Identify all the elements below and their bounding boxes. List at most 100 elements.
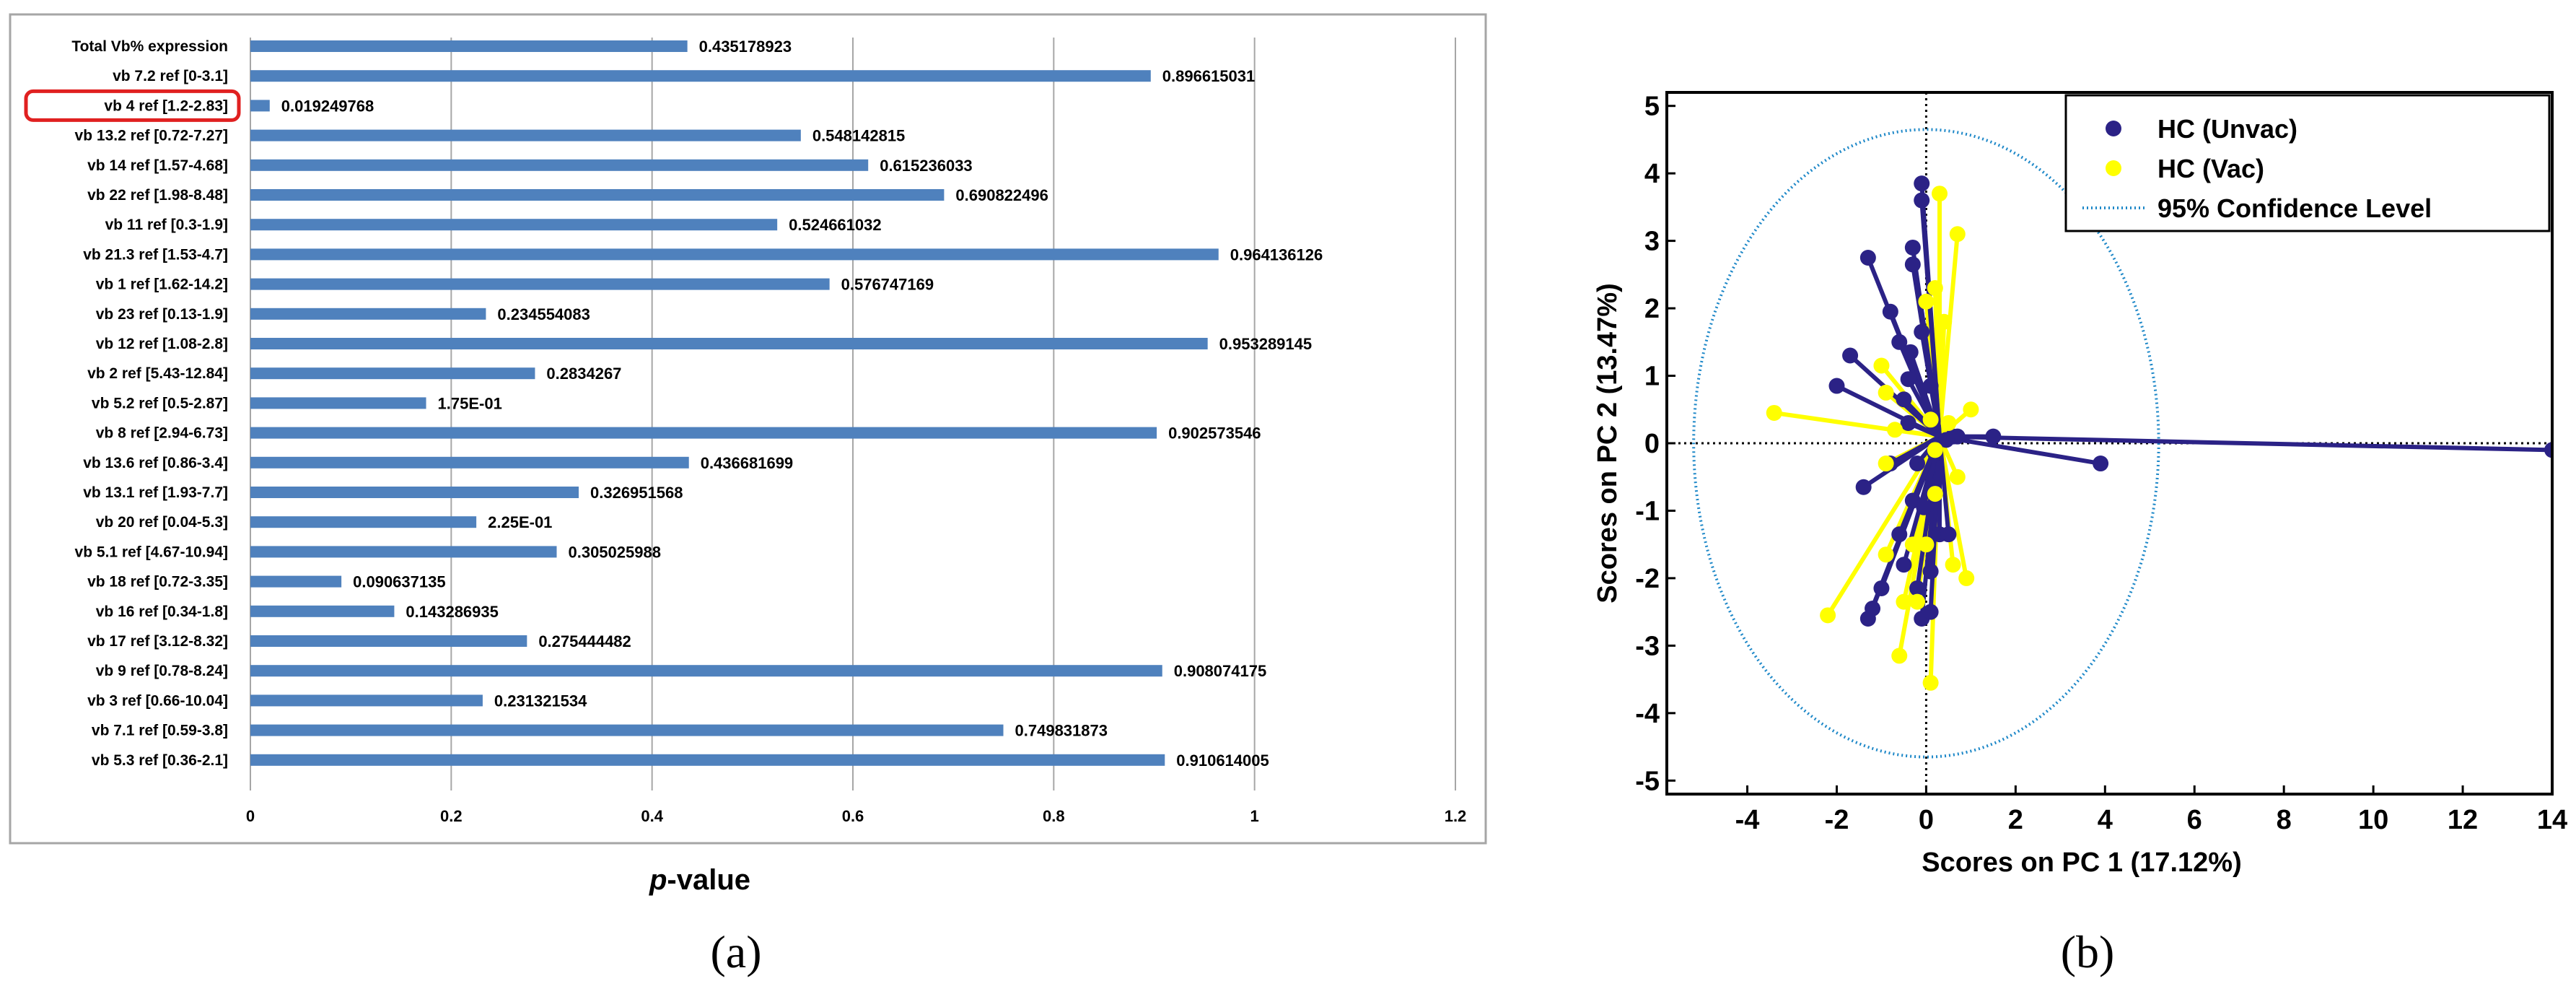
- category-label: vb 13.2 ref [0.72-7.27]: [75, 128, 228, 144]
- panel-a-bar-chart: Total Vb% expression vb 7.2 ref [0-3.1] vb…: [9, 13, 1487, 977]
- data-point: [1922, 604, 1939, 620]
- category-label: vb 21.3 ref [1.53-4.7]: [83, 246, 228, 263]
- category-label: vb 5.2 ref [0.5-2.87]: [92, 395, 228, 411]
- x-tick-label: 4: [2098, 805, 2113, 835]
- connector-line: [1889, 435, 1941, 466]
- value-label: 0.090637135: [353, 573, 445, 591]
- bar: [250, 605, 395, 617]
- legend-marker: [2106, 121, 2121, 136]
- x-tick-label: 0.8: [1043, 807, 1065, 825]
- data-point: [2093, 456, 2109, 472]
- data-point: [1922, 378, 1939, 394]
- value-label: 0.749831873: [1015, 722, 1108, 740]
- data-point: [1900, 371, 1916, 388]
- value-label: 0.690822496: [955, 186, 1048, 204]
- bar: [250, 456, 689, 469]
- data-point: [1916, 499, 1932, 515]
- legend-marker: [2106, 160, 2121, 176]
- value-label: 0.019249768: [281, 97, 374, 115]
- x-tick-label: 1: [1250, 807, 1259, 825]
- value-label: 2.25E-01: [488, 513, 552, 531]
- connector-line: [1906, 378, 1942, 438]
- bar: [250, 724, 1004, 736]
- bar: [250, 694, 483, 707]
- value-label: 0.576747169: [841, 276, 934, 294]
- panel-a-x-axis-label: p-value: [649, 864, 750, 896]
- bar: [250, 40, 688, 52]
- data-point: [1859, 611, 1876, 627]
- data-point: [1882, 303, 1898, 320]
- bar: [250, 159, 869, 171]
- y-tick-label: -2: [1635, 564, 1660, 594]
- data-point: [1900, 414, 1916, 431]
- x-tick-label: 8: [2277, 805, 2292, 835]
- category-label: vb 1 ref [1.62-14.2]: [96, 276, 228, 293]
- data-point: [1896, 593, 1912, 610]
- data-point: [1855, 479, 1872, 495]
- legend-label: HC (Unvac): [2157, 114, 2297, 144]
- x-tick-label: 0.2: [440, 807, 463, 825]
- data-point: [1958, 570, 1975, 586]
- value-label: 0.275444482: [538, 632, 631, 650]
- bar: [250, 129, 801, 141]
- data-point: [1927, 442, 1943, 458]
- data-point: [1878, 456, 1894, 472]
- connector-line: [1928, 385, 1942, 437]
- data-point: [1896, 557, 1912, 573]
- data-point: [1909, 456, 1926, 472]
- data-point: [1945, 557, 1961, 573]
- category-label: vb 16 ref [0.34-1.8]: [96, 604, 228, 620]
- bar: [250, 100, 270, 112]
- value-label: 0.2834267: [546, 365, 621, 383]
- y-tick-label: 5: [1644, 92, 1660, 122]
- value-label: 0.305025988: [568, 543, 660, 561]
- category-label: vb 20 ref [0.04-5.3]: [96, 514, 228, 531]
- value-label: 0.436681699: [701, 454, 793, 472]
- bar: [250, 219, 778, 231]
- category-label: vb 5.3 ref [0.36-2.1]: [92, 752, 228, 769]
- bar: [250, 189, 945, 201]
- connector-line: [1937, 436, 1969, 579]
- data-point: [1909, 580, 1926, 596]
- y-tick-label: -3: [1635, 631, 1660, 661]
- data-point: [1820, 607, 1836, 624]
- bar: [250, 575, 342, 588]
- data-point: [1896, 391, 1912, 408]
- data-point: [1927, 280, 1943, 297]
- y-tick-label: -5: [1635, 766, 1660, 796]
- data-point: [1887, 422, 1903, 438]
- category-label: vb 7.2 ref [0-3.1]: [113, 68, 228, 84]
- data-point: [1902, 344, 1919, 360]
- connector-line: [1902, 398, 1942, 438]
- bar: [250, 516, 477, 528]
- category-label: vb 8 ref [2.94-6.73]: [96, 425, 228, 442]
- data-point: [1918, 536, 1935, 553]
- value-label: 0.896615031: [1162, 67, 1255, 85]
- category-label: vb 14 ref [1.57-4.68]: [87, 157, 228, 174]
- bar: [250, 487, 579, 498]
- legend-label: 95% Confidence Level: [2157, 193, 2432, 223]
- connector-line: [1939, 434, 2552, 453]
- bar: [250, 308, 486, 320]
- category-label: vb 3 ref [0.66-10.04]: [87, 692, 228, 709]
- data-point: [1904, 536, 1921, 553]
- x-tick-label: 1.2: [1445, 807, 1467, 825]
- data-point: [1904, 239, 1921, 256]
- bar: [250, 367, 535, 380]
- bar: [250, 635, 527, 647]
- panel-a-caption: (a): [710, 926, 761, 977]
- panel-b-caption: (b): [2061, 926, 2115, 977]
- data-point: [1891, 334, 1908, 350]
- legend-label: HC (Vac): [2157, 154, 2264, 183]
- data-point: [1873, 357, 1890, 374]
- data-point: [1842, 347, 1859, 364]
- value-label: 0.902573546: [1168, 424, 1261, 443]
- value-label: 0.234554083: [497, 305, 590, 323]
- value-label: 0.615236033: [880, 157, 972, 175]
- data-point: [1859, 249, 1876, 266]
- data-point: [2544, 442, 2552, 458]
- panel-b-y-axis-label: Scores on PC 2 (13.47%): [1593, 283, 1623, 604]
- value-label: 0.964136126: [1230, 245, 1323, 263]
- data-point: [1949, 226, 1966, 243]
- category-label: vb 23 ref [0.13-1.9]: [96, 306, 228, 323]
